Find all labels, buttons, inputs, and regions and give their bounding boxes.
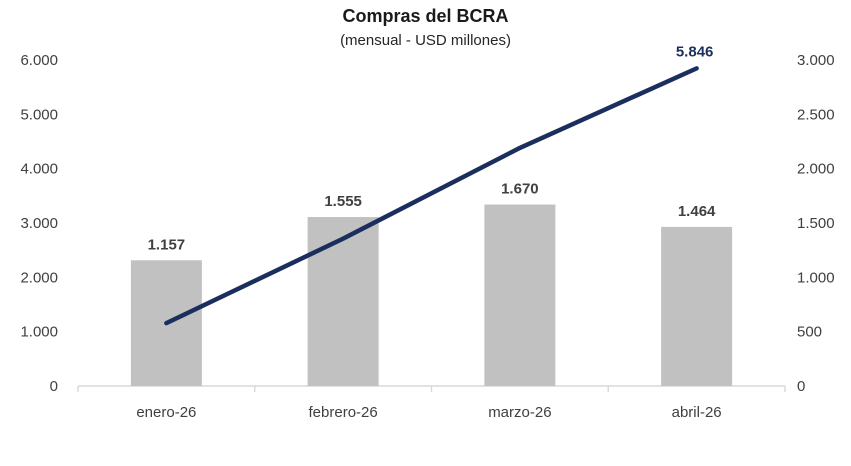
cumulative-line xyxy=(164,66,699,326)
bar-value-label: 1.555 xyxy=(324,193,362,210)
left-axis-tick-label: 2.000 xyxy=(20,269,58,286)
chart-title: Compras del BCRA xyxy=(342,6,509,26)
right-axis-tick-label: 0 xyxy=(797,378,805,395)
line-value-label: 5.846 xyxy=(676,43,714,60)
right-axis-tick-label: 3.000 xyxy=(797,52,835,69)
bar-febrero-26 xyxy=(307,217,379,386)
right-axis-tick-label: 500 xyxy=(797,324,822,341)
left-axis-tick-label: 6.000 xyxy=(20,52,58,69)
x-axis-label: marzo-26 xyxy=(488,404,551,421)
right-axis-tick-label: 1.000 xyxy=(797,269,835,286)
bar-abril-26 xyxy=(661,226,733,386)
x-axis-label: abril-26 xyxy=(672,404,722,421)
x-axis-label: febrero-26 xyxy=(309,404,378,421)
bar-value-label: 1.157 xyxy=(148,236,186,253)
left-axis-tick-label: 4.000 xyxy=(20,161,58,178)
left-axis-tick-label: 1.000 xyxy=(20,324,58,341)
bar-marzo-26 xyxy=(484,204,556,386)
bar-value-label: 1.670 xyxy=(501,181,539,198)
left-axis-tick-label: 0 xyxy=(50,378,58,395)
x-axis-label: enero-26 xyxy=(136,404,196,421)
right-axis-tick-label: 2.000 xyxy=(797,161,835,178)
right-axis-tick-label: 2.500 xyxy=(797,106,835,123)
left-axis-tick-label: 5.000 xyxy=(20,106,58,123)
chart-subtitle: (mensual - USD millones) xyxy=(340,32,511,49)
bar-value-label: 1.464 xyxy=(678,203,716,220)
right-axis-tick-label: 1.500 xyxy=(797,215,835,232)
left-axis-tick-label: 3.000 xyxy=(20,215,58,232)
